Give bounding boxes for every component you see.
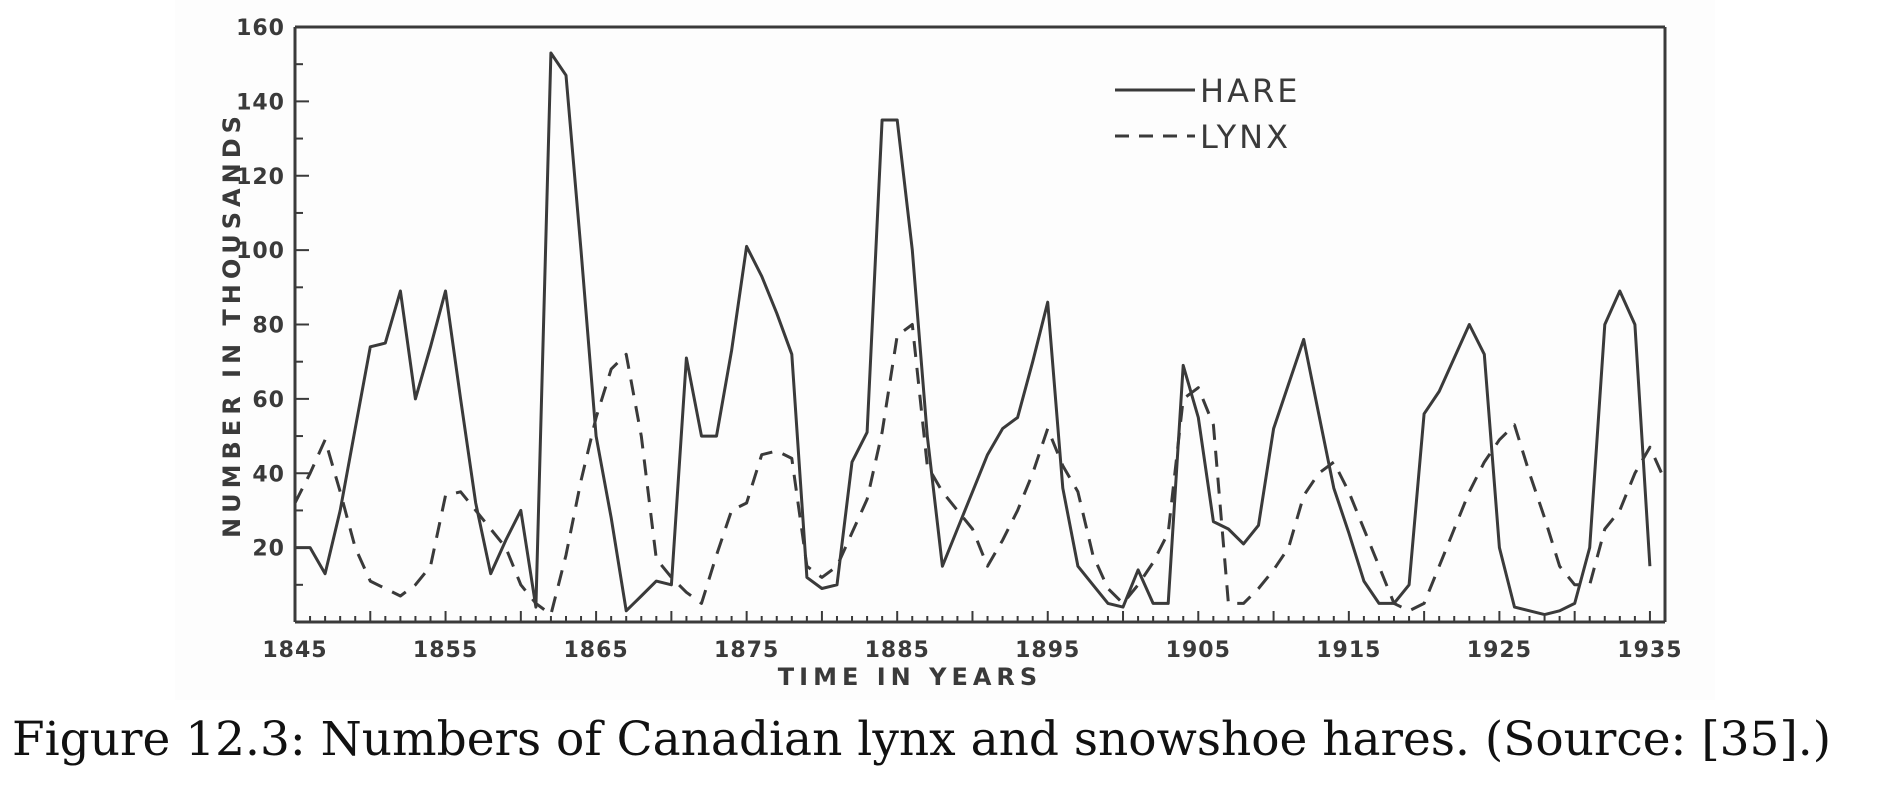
series-line-hare: [295, 51, 1652, 617]
x-tick-label: 1875: [714, 638, 779, 663]
x-tick-label: 1915: [1316, 638, 1381, 663]
y-tick-label: 120: [236, 165, 285, 190]
chart: 1845 1855 1865 1875 1885 1895 1905 1915 1925 1935…: [175, 0, 1715, 700]
series-line-lynx: [293, 323, 1667, 617]
y-tick-label: 20: [252, 537, 285, 562]
y-tick-label: 160: [236, 16, 285, 41]
x-tick-label: 1885: [865, 638, 930, 663]
legend: HARE LYNX: [1115, 72, 1300, 156]
x-tick-label: 1845: [262, 638, 327, 663]
x-tick-label: 1865: [563, 638, 628, 663]
chart-background: [175, 0, 1715, 700]
x-tick-label: 1925: [1467, 638, 1532, 663]
y-tick-label: 40: [252, 462, 285, 487]
y-tick-label: 100: [236, 239, 285, 264]
x-tick-label: 1935: [1617, 638, 1682, 663]
x-tick-label: 1905: [1166, 638, 1231, 663]
legend-label-lynx: LYNX: [1200, 118, 1291, 156]
y-tick-label: 60: [252, 388, 285, 413]
legend-label-hare: HARE: [1200, 72, 1300, 110]
y-tick-label: 140: [236, 90, 285, 115]
y-axis-title: NUMBER IN THOUSANDS: [218, 111, 246, 538]
chart-svg: 1845 1855 1865 1875 1885 1895 1905 1915 1925 1935…: [175, 0, 1715, 700]
y-tick-label: 80: [252, 314, 285, 339]
x-tick-label: 1855: [413, 638, 478, 663]
series-lines: [293, 51, 1667, 617]
x-tick-label: 1895: [1015, 638, 1080, 663]
axis-ticks: 1845 1855 1865 1875 1885 1895 1905 1915 1925 1935…: [236, 16, 1682, 663]
figure-caption: Figure 12.3: Numbers of Canadian lynx an…: [12, 712, 1832, 767]
x-axis-title: TIME IN YEARS: [778, 663, 1042, 691]
